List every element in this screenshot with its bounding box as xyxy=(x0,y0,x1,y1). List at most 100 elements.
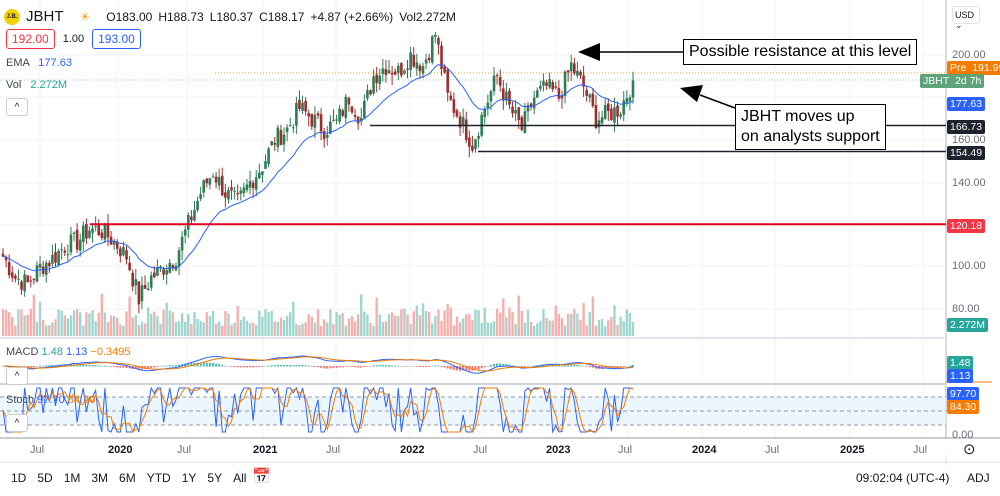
range-3m[interactable]: 3M xyxy=(91,471,109,485)
resistance-annotation[interactable]: Possible resistance at this level xyxy=(683,39,918,65)
collapse-legend-button[interactable]: ^ xyxy=(6,98,28,116)
volume-bar xyxy=(545,317,548,336)
candle xyxy=(461,116,465,126)
currency-label: USD xyxy=(955,10,975,20)
volume-bar xyxy=(248,323,252,336)
time-tick: 2022 xyxy=(400,444,425,456)
candle xyxy=(582,75,585,87)
volume-bar xyxy=(397,316,400,336)
volume-bar xyxy=(356,314,360,336)
volume-bar xyxy=(26,314,29,336)
macd-hist-bar xyxy=(298,364,301,367)
adj-button[interactable]: ADJ xyxy=(967,471,990,485)
macd-hist-bar xyxy=(85,364,88,367)
macd-hist-bar xyxy=(477,366,480,370)
macd-hist-bar xyxy=(162,365,165,367)
candle xyxy=(270,141,273,146)
candle xyxy=(594,105,598,129)
macd-hist-bar xyxy=(227,366,230,367)
time-tick: Jul xyxy=(765,444,780,456)
candle xyxy=(406,68,409,70)
currency-select[interactable]: USD ⌄ xyxy=(952,6,980,30)
range-1d[interactable]: 1D xyxy=(11,471,27,485)
volume-bar xyxy=(604,325,607,336)
macd-hist-bar xyxy=(496,363,499,367)
candle xyxy=(520,117,524,131)
macd-badge: 1.48 xyxy=(947,356,974,370)
stoch-k-value: 97.70 xyxy=(37,394,65,406)
candle xyxy=(440,45,443,70)
range-ytd[interactable]: YTD xyxy=(146,471,171,485)
volume-bar xyxy=(394,315,397,336)
candle xyxy=(85,223,88,239)
candle xyxy=(276,127,280,148)
vol-legend[interactable]: Vol 2.272M xyxy=(6,79,67,91)
ask-button[interactable]: 193.00 xyxy=(92,29,141,49)
macd-hist-bar xyxy=(576,364,579,367)
candle xyxy=(356,116,360,124)
stoch-k-badge: 97.70 xyxy=(947,387,980,401)
volume-bar xyxy=(205,312,209,336)
candle xyxy=(137,281,141,305)
volume-bar xyxy=(390,312,394,336)
collapse-macd-button[interactable]: ^ xyxy=(6,367,28,385)
candle xyxy=(619,114,622,117)
stoch-legend[interactable]: Stoch 97.70 84.30 xyxy=(6,394,95,406)
support-annotation[interactable]: JBHT moves up on analysts support xyxy=(735,104,886,150)
candle xyxy=(381,68,385,74)
macd-hist-value: −0.3495 xyxy=(90,346,131,358)
candle xyxy=(483,109,487,118)
candle xyxy=(273,142,277,145)
candle xyxy=(29,280,33,282)
candle xyxy=(474,139,477,150)
symbol-badge: JBHT 2d 7h xyxy=(920,74,985,88)
volume-bar xyxy=(94,321,97,336)
candle xyxy=(591,93,595,106)
macd-hist-bar xyxy=(153,366,156,368)
volume-badge: 2.272M xyxy=(947,318,989,332)
range-5y[interactable]: 5Y xyxy=(207,471,223,485)
candle xyxy=(548,79,551,88)
candle xyxy=(412,54,416,67)
range-1y[interactable]: 1Y xyxy=(181,471,197,485)
range-6m[interactable]: 6M xyxy=(119,471,136,485)
macd-hist-bar xyxy=(511,365,514,367)
macd-hist-bar xyxy=(440,366,443,367)
range-1m[interactable]: 1M xyxy=(63,471,81,485)
volume-bar xyxy=(1,309,5,336)
macd-hist-bar xyxy=(270,365,273,367)
volume-bar xyxy=(261,316,264,336)
macd-hist-bar xyxy=(165,365,168,367)
macd-legend[interactable]: MACD 1.48 1.13 −0.3495 xyxy=(6,346,131,358)
macd-hist-bar xyxy=(499,363,502,367)
volume-bar xyxy=(369,322,372,336)
volume-bar xyxy=(128,296,131,336)
macd-signal-value: 1.13 xyxy=(65,346,88,358)
macd-hist-bar xyxy=(409,365,412,367)
volume-bar xyxy=(63,315,66,336)
stoch-k-line xyxy=(2,386,634,434)
macd-hist-bar xyxy=(35,366,38,367)
candle xyxy=(310,113,314,127)
bid-button[interactable]: 192.00 xyxy=(6,29,55,49)
candle xyxy=(569,62,573,72)
candle xyxy=(146,288,150,291)
macd-hist-bar xyxy=(582,365,585,367)
ema-legend[interactable]: EMA 177.63 xyxy=(6,57,72,69)
volume-bar xyxy=(619,316,622,336)
volume-bar xyxy=(427,312,431,336)
settings-icon[interactable]: ⊙ xyxy=(963,441,976,458)
macd-hist-bar xyxy=(378,365,381,367)
volume-bar xyxy=(508,307,511,336)
collapse-stoch-button[interactable]: ^ xyxy=(6,414,28,432)
symbol[interactable]: JBHT xyxy=(26,8,64,25)
volume-bar xyxy=(526,309,530,336)
range-5d[interactable]: 5D xyxy=(37,471,53,485)
range-all[interactable]: All xyxy=(233,471,247,485)
calendar-goto-icon[interactable]: 📅 xyxy=(252,468,271,485)
candle xyxy=(128,262,131,271)
macd-hist-bar xyxy=(591,366,594,368)
clock[interactable]: 09:02:04 (UTC-4) xyxy=(856,471,950,485)
volume-bar xyxy=(548,320,551,336)
